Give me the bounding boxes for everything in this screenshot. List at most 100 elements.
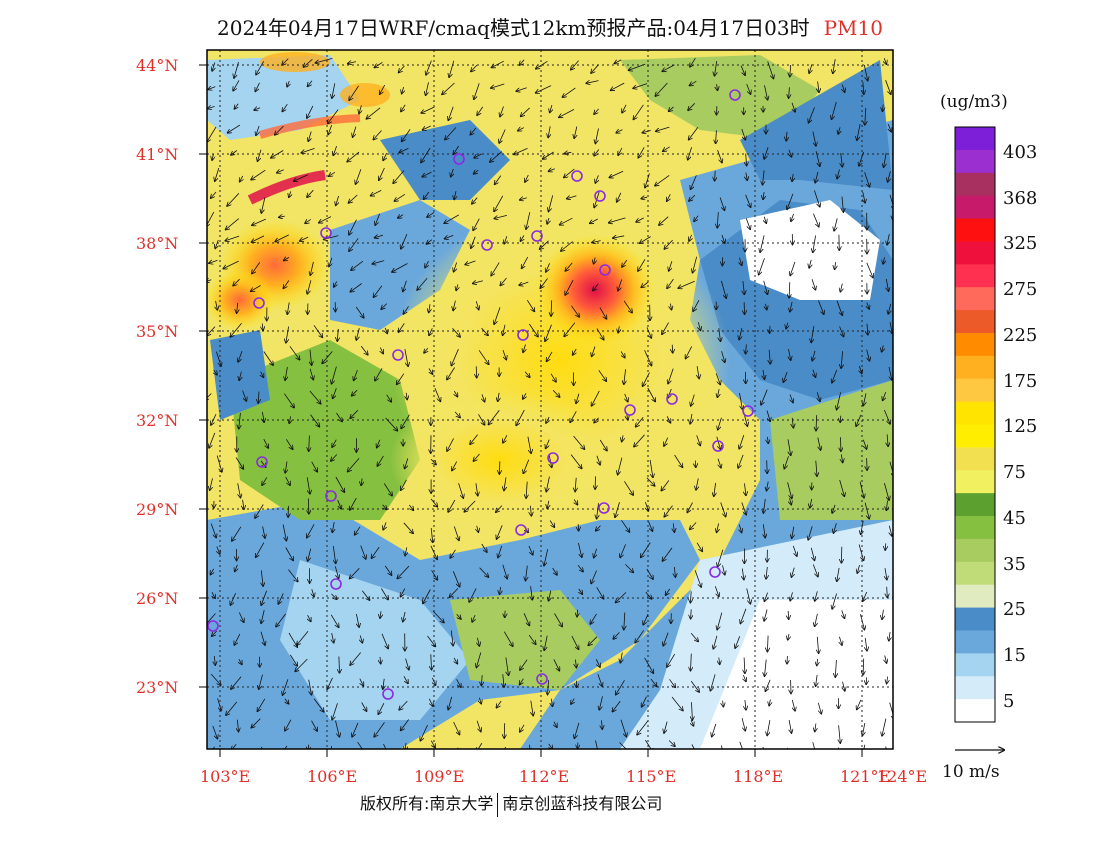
wind-arrow [402,86,404,94]
wind-arrow [375,235,384,238]
station-marker [531,230,543,242]
wind-arrow [308,615,311,621]
colorbar-label-225: 225 [1003,325,1038,346]
wind-arrow [289,346,300,359]
wind-arrow [285,476,290,485]
wind-arrow [309,368,313,380]
wind-arrow [813,369,816,378]
wind-arrow [817,392,820,401]
wind-arrow [477,637,479,646]
wind-arrow [334,281,337,288]
wind-arrow [285,366,287,380]
wind-arrow [809,64,812,73]
wind-arrow [721,351,725,362]
wind-arrow [739,392,743,409]
wind-arrow [384,565,391,575]
wind-arrow [597,455,600,465]
wind-arrow [689,234,692,241]
wind-arrow [887,234,889,245]
wind-arrow [746,344,747,353]
wind-arrow [324,235,339,240]
wind-arrow [492,60,504,67]
colorbar-segment [955,355,995,380]
wind-arrow [616,592,627,602]
colorbar [955,127,995,723]
wind-arrow [693,256,698,273]
wind-arrow [883,391,886,400]
wind-arrow [516,87,527,92]
colorbar-segment [955,287,995,311]
wind-arrow [625,393,628,402]
wind-arrow [596,328,604,339]
wind-arrow [322,351,333,363]
wind-arrow [332,522,334,532]
wind-arrow [554,613,563,627]
lat-ticks [199,64,207,688]
wind-arrow [574,722,580,738]
wind-arrow [235,457,243,469]
wind-arrow [355,526,361,535]
wind-arrow [687,502,693,513]
wind-arrow [767,436,768,444]
wind-arrow [594,257,596,264]
wind-arrow [643,372,650,387]
wind-arrow [503,435,508,443]
wind-arrow [815,151,820,166]
wind-arrow [308,679,312,695]
wind-arrow [715,170,716,181]
wind-arrow [816,415,817,431]
wind-arrow [767,460,768,473]
wind-arrow [259,674,263,690]
wind-arrow [864,502,869,519]
wind-arrow [763,498,765,513]
wind-arrow [818,437,821,450]
wind-arrow [739,524,741,533]
wind-arrow [832,593,837,609]
lon-label-106: 106°E [307,767,358,786]
wind-arrow [784,456,789,468]
wind-arrow [289,654,297,666]
wind-arrow [888,123,891,132]
wind-arrow [360,345,368,355]
wind-arrow [454,657,457,664]
wind-arrow [863,393,866,405]
wind-arrow [761,389,768,405]
wind-arrow [567,196,577,199]
wind-arrow [518,128,524,131]
wind-arrow [867,323,868,335]
wind-arrow [678,280,695,288]
colorbar-label-125: 125 [1003,416,1038,437]
wind-arrow [550,373,556,382]
wind-arrow [620,719,626,737]
wind-arrow [698,322,700,330]
wind-arrow [251,718,261,728]
wind-arrow [239,659,242,664]
station-marker [481,239,493,251]
wind-arrow [833,59,835,73]
wind-arrow [494,307,501,324]
wind-arrow [867,458,868,470]
lat-label-38: 38°N [136,234,179,253]
wind-arrow [661,480,670,491]
wind-arrow [790,394,793,403]
wind-arrow [380,347,383,354]
wind-arrow [717,212,718,228]
wind-arrow [282,745,288,749]
wind-arrow [210,478,213,490]
colorbar-label-45: 45 [1003,508,1026,529]
wind-arrow [696,542,702,552]
wind-arrow [562,87,576,97]
station-marker [547,452,559,464]
wind-arrow [375,368,383,380]
wind-arrow [405,658,409,670]
wind-arrow [560,217,573,225]
colorbar-segment [955,424,995,448]
wind-arrow [526,212,531,229]
station-marker [207,620,219,632]
colorbar-segment [955,470,995,494]
colorbar-segment [955,310,995,334]
wind-arrow [594,417,599,423]
station-marker [517,329,529,341]
wind-arrow [422,171,432,177]
wind-arrow [405,458,409,468]
